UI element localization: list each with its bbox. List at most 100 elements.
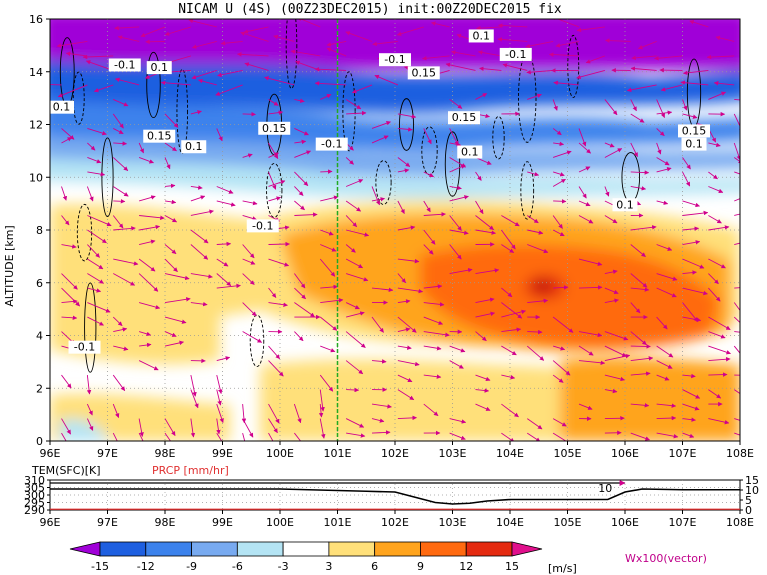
- wind-vector: [682, 171, 691, 187]
- wind-vector: [138, 360, 159, 371]
- wind-vector: [734, 374, 740, 376]
- colorbar-tick-label: 9: [417, 560, 424, 573]
- wind-vector: [294, 128, 309, 136]
- wind-vector: [605, 38, 631, 43]
- wind-vector: [630, 331, 647, 346]
- contour-line: [266, 162, 283, 218]
- wind-vector: [708, 316, 731, 331]
- wind-vector: [113, 226, 136, 231]
- wind-vector: [268, 302, 288, 307]
- wind-vector: [449, 360, 464, 369]
- wind-vector: [449, 432, 466, 440]
- wind-vector: [397, 258, 420, 264]
- wind-vector: [397, 225, 416, 231]
- wind-vector: [604, 331, 629, 341]
- wind-vector: [345, 179, 364, 187]
- surface-x-tick-label: 106E: [611, 516, 639, 529]
- wind-vector: [656, 142, 662, 155]
- wind-vector: [113, 345, 129, 351]
- contour-label: 0.15: [452, 111, 477, 124]
- wind-vector: [139, 342, 152, 348]
- wind-vector: [604, 186, 610, 197]
- wind-vector: [734, 287, 740, 289]
- wind-vector: [138, 195, 156, 202]
- wind-vector: [423, 331, 450, 337]
- contour-line: [249, 314, 265, 368]
- wind-vector: [451, 50, 476, 57]
- wind-vector: [552, 360, 571, 376]
- wind-vector: [397, 360, 420, 367]
- contour-label-bg: [681, 137, 707, 151]
- wind-vector: [553, 141, 565, 147]
- y-tick-label: 16: [29, 13, 43, 26]
- wind-vector: [397, 415, 417, 421]
- wind-vector: [164, 297, 191, 303]
- y-tick-label: 8: [36, 224, 43, 237]
- wind-vector: [475, 311, 496, 318]
- left-tick-label: 310: [24, 474, 45, 487]
- wind-vector: [423, 128, 432, 145]
- wind-vector: [268, 360, 284, 377]
- wind-vector: [604, 215, 618, 224]
- wind-vector: [552, 345, 566, 351]
- wind-vector: [190, 418, 196, 438]
- wind-vector: [526, 69, 554, 75]
- colorbar-end-high: [511, 541, 543, 557]
- wind-vector: [139, 224, 161, 231]
- wind-vector: [138, 258, 156, 272]
- wind-vector: [423, 403, 439, 417]
- wind-vector: [397, 157, 411, 167]
- wind-vector: [397, 327, 411, 332]
- wind-vector: [320, 345, 336, 353]
- wind-vector: [656, 167, 672, 173]
- contour-label: 0.1: [185, 140, 203, 153]
- wind-vector: [346, 311, 365, 318]
- wind-vector: [397, 273, 406, 284]
- wind-vector: [449, 215, 462, 231]
- wind-vector: [290, 49, 321, 57]
- colorbar-tick-label: -3: [278, 560, 289, 573]
- wind-vector: [320, 169, 333, 174]
- colorbar-tick-label: -12: [137, 560, 155, 573]
- x-tick-label: 103E: [439, 447, 467, 460]
- wind-vector: [527, 244, 549, 254]
- wind-vector: [314, 81, 347, 86]
- wind-vector: [61, 374, 72, 389]
- y-tick-label: 0: [36, 435, 43, 448]
- wind-vector: [656, 345, 674, 358]
- wind-vector: [140, 26, 166, 38]
- wind-vector: [56, 40, 88, 48]
- y-tick-label: 6: [36, 277, 43, 290]
- contour-label-bg: [612, 198, 638, 212]
- contour-label-bg: [146, 61, 172, 75]
- wind-vector: [396, 26, 424, 36]
- wind-vector: [626, 84, 657, 93]
- main-plot-area: 0.1-0.1-0.1 0.1-0.10.150.10.150.150.1 -0.1…: [50, 19, 740, 441]
- wind-vector: [585, 55, 606, 64]
- wind-vector: [268, 287, 277, 298]
- wind-vector: [682, 113, 698, 119]
- wind-vector: [164, 183, 176, 189]
- wind-vector: [630, 186, 647, 191]
- contour-label-bg: [143, 129, 176, 143]
- wind-vector: [708, 372, 728, 377]
- colorbar-tick-label: -6: [232, 560, 243, 573]
- wind-vector: [346, 110, 367, 116]
- wind-vector: [397, 113, 417, 119]
- wind-vector: [345, 157, 354, 165]
- wind-vector: [630, 66, 657, 71]
- wind-vector: [268, 241, 290, 247]
- wind-vector: [112, 316, 123, 327]
- right-tick-label: 10: [745, 484, 759, 497]
- wind-vector: [576, 26, 605, 33]
- wind-vector: [243, 26, 269, 34]
- contour-label-bg: [181, 140, 207, 154]
- wind-vector: [552, 150, 572, 158]
- wind-vector: [346, 229, 370, 237]
- wind-vector: [475, 157, 492, 165]
- wind-vector: [371, 135, 389, 144]
- contour-line: [567, 34, 580, 99]
- wind-vector: [734, 331, 740, 333]
- temperature-line: [50, 488, 740, 505]
- wind-vector: [501, 327, 522, 332]
